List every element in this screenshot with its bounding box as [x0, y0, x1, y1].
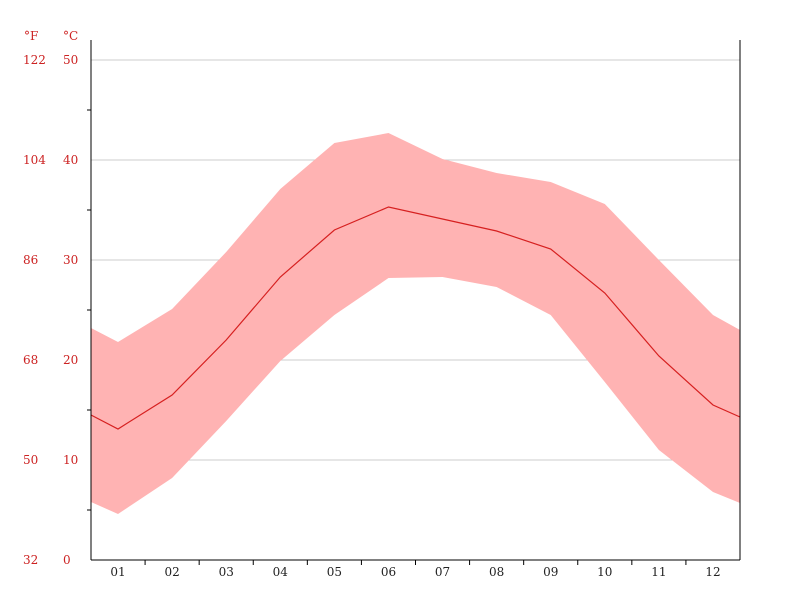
y-tick-label-celsius: 0: [63, 553, 71, 567]
x-tick-label: 12: [705, 565, 720, 579]
x-tick-label: 09: [543, 565, 558, 579]
y-tick-label-fahrenheit: 86: [23, 253, 38, 267]
axes: [87, 40, 741, 565]
min-max-range-area: [91, 133, 740, 514]
unit-label-celsius: °C: [63, 29, 78, 43]
y-tick-label-celsius: 30: [63, 253, 78, 267]
y-tick-label-fahrenheit: 32: [23, 553, 38, 567]
y-tick-label-fahrenheit: 68: [23, 353, 38, 367]
x-tick-label: 02: [164, 565, 179, 579]
x-tick-label: 05: [327, 565, 342, 579]
y-tick-label-celsius: 40: [63, 153, 78, 167]
y-tick-label-fahrenheit: 122: [23, 53, 46, 67]
x-tick-label: 07: [435, 565, 450, 579]
x-tick-label: 11: [651, 565, 666, 579]
x-tick-label: 10: [597, 565, 612, 579]
x-tick-label: 04: [273, 565, 289, 579]
x-tick-label: 06: [381, 565, 396, 579]
unit-label-fahrenheit: °F: [24, 29, 38, 43]
x-tick-label: 03: [219, 565, 234, 579]
temperature-range-band: [91, 133, 740, 514]
average-temperature-line: [90, 206, 741, 430]
y-tick-label-celsius: 10: [63, 453, 78, 467]
y-tick-label-celsius: 20: [63, 353, 78, 367]
x-tick-label: 01: [110, 565, 125, 579]
y-tick-label-fahrenheit: 104: [23, 153, 46, 167]
mean-line: [90, 206, 741, 430]
y-tick-label-fahrenheit: 50: [23, 453, 38, 467]
y-tick-label-celsius: 50: [63, 53, 78, 67]
x-tick-label: 08: [489, 565, 504, 579]
